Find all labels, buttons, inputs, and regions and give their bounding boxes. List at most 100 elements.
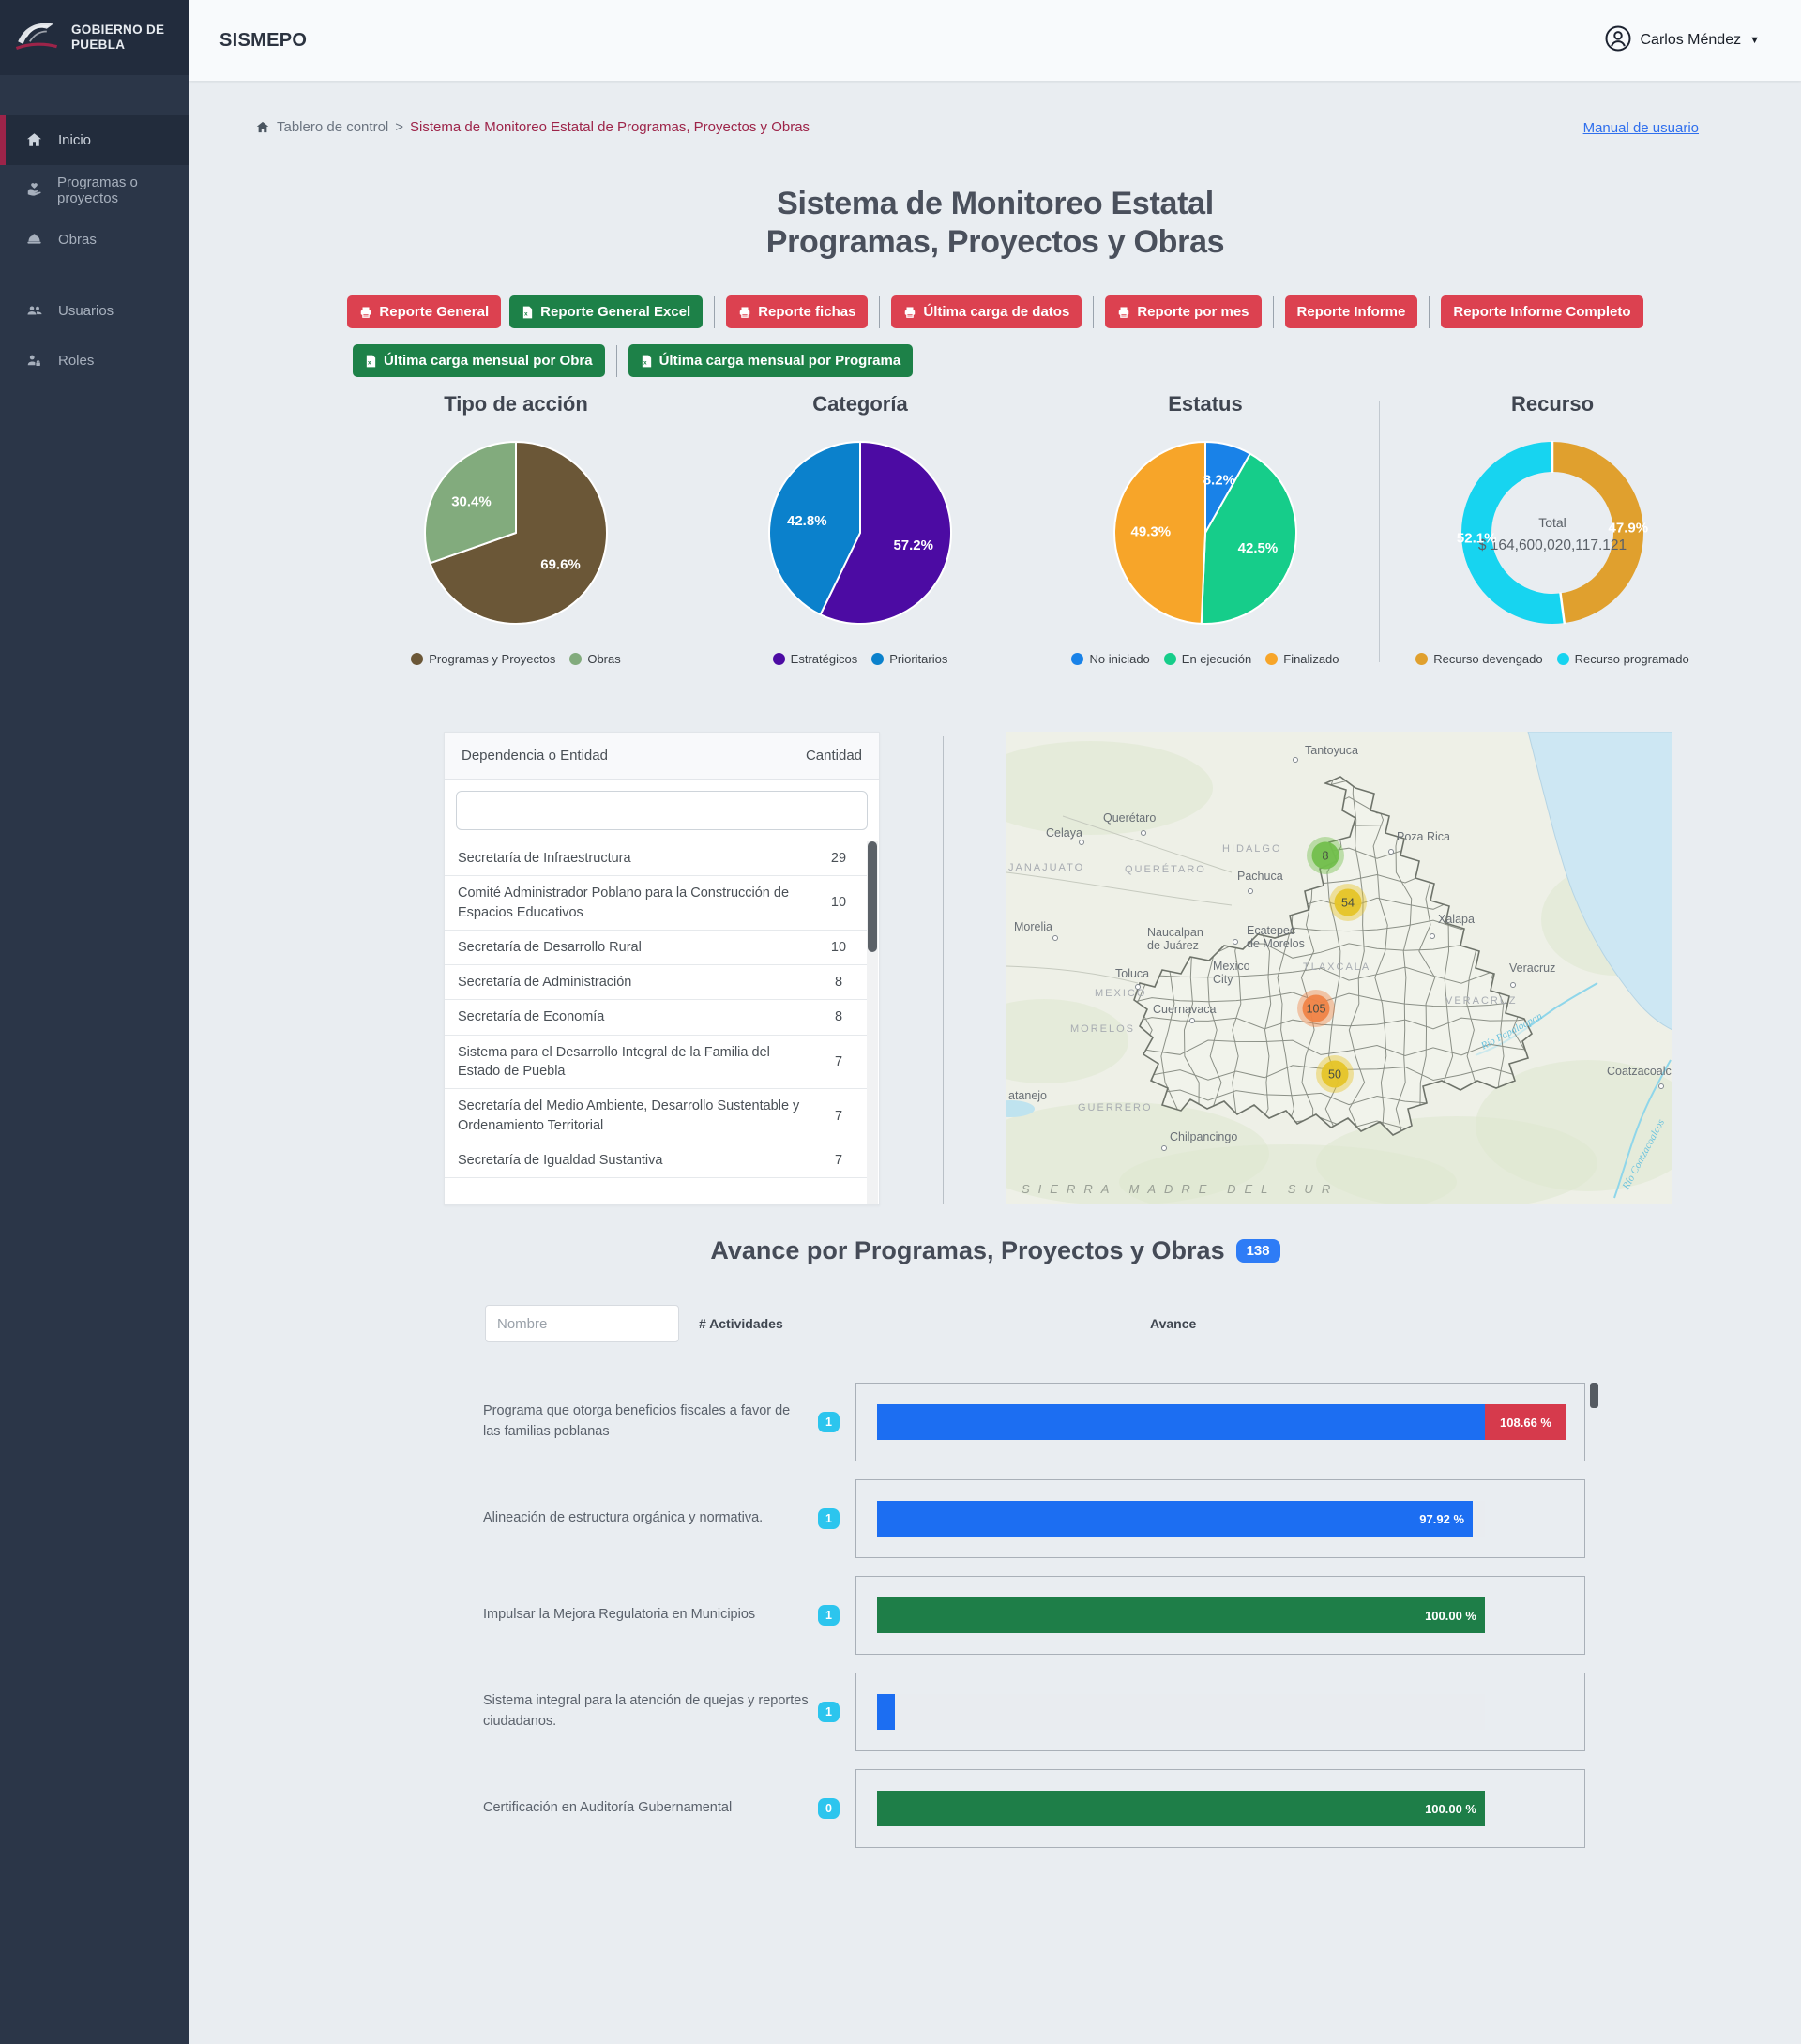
map-city-label: atanejo [1008, 1089, 1047, 1102]
chart-estatus: Estatus8.2%42.5%49.3%No iniciadoEn ejecu… [1046, 392, 1365, 666]
avance-row: Alineación de estructura orgánica y norm… [0, 1479, 1801, 1558]
legend-dot-icon [411, 653, 423, 665]
chart-divider [1379, 401, 1380, 662]
map-state-label: QUERÉTARO [1125, 863, 1206, 875]
sidebar-item-usuarios[interactable]: Usuarios [0, 286, 189, 336]
pie-percent-label: 42.8% [787, 513, 827, 529]
legend-item: Prioritarios [871, 652, 947, 666]
dependency-qty: 7 [814, 1052, 863, 1071]
pie-percent-label: 57.2% [893, 537, 933, 553]
user-lock-icon [25, 352, 44, 371]
map-state-label: VERACRUZ [1445, 995, 1518, 1007]
table-row: Secretaría de Igualdad Sustantiva7 [445, 1143, 869, 1178]
map-cluster-marker[interactable]: 54 [1329, 884, 1367, 921]
logo-area[interactable]: GOBIERNO DEPUEBLA [0, 0, 189, 75]
map-cluster-marker[interactable]: 105 [1297, 990, 1335, 1027]
legend-item: Programas y Proyectos [411, 652, 555, 666]
svg-text:$ 164,600,020,117.121: $ 164,600,020,117.121 [1478, 537, 1627, 553]
avance-scrollbar-thumb[interactable] [1590, 1383, 1598, 1408]
home-icon[interactable] [255, 120, 270, 134]
map-range-label: SIERRA MADRE DEL SUR [1022, 1182, 1339, 1196]
printer-icon [359, 306, 372, 319]
legend-dot-icon [1071, 653, 1083, 665]
chart-categoria: Categoría57.2%42.8%EstratégicosPrioritar… [701, 392, 1020, 666]
sidebar: GOBIERNO DEPUEBLA InicioProgramas o proy… [0, 0, 189, 2044]
button-label: Reporte General Excel [540, 304, 690, 320]
legend-item: Finalizado [1265, 652, 1339, 666]
user-menu[interactable]: Carlos Méndez ▼ [1604, 24, 1761, 57]
chart-legend: Recurso devengadoRecurso programado [1393, 652, 1712, 666]
map-state-label: MORELOS [1070, 1023, 1135, 1035]
legend-item: Recurso programado [1557, 652, 1689, 666]
map-state-label: GUERRERO [1078, 1102, 1153, 1113]
última-carga-de-datos-button[interactable]: Última carga de datos [891, 295, 1082, 328]
sidebar-item-label: Usuarios [58, 303, 114, 319]
avance-row-name: Programa que otorga beneficios fiscales … [483, 1383, 810, 1461]
pie-chart: 69.6%30.4% [416, 433, 615, 632]
map-city-label: Chilpancingo [1170, 1130, 1237, 1143]
dependency-qty: 7 [814, 1107, 863, 1126]
mexico-map[interactable]: JANAJUATOQUERÉTAROHIDALGOTLAXCALAMEXICOM… [1006, 732, 1672, 1204]
activities-badge: 1 [818, 1702, 840, 1722]
chart-title: Recurso [1393, 392, 1712, 420]
sidebar-item-obras[interactable]: Obras [0, 215, 189, 265]
última-carga-mensual-por-programa-button[interactable]: xÚltima carga mensual por Programa [628, 344, 914, 377]
report-buttons-row2: x Última carga mensual por Obra xÚltima ca… [189, 344, 1801, 377]
avance-row-name: Certificación en Auditoría Gubernamental [483, 1769, 810, 1848]
sidebar-item-inicio[interactable]: Inicio [0, 115, 189, 165]
última-carga-mensual-por-obra-button[interactable]: x Última carga mensual por Obra [353, 344, 605, 377]
name-filter-input[interactable] [485, 1305, 679, 1342]
sismepo-dashboard: GOBIERNO DEPUEBLA InicioProgramas o proy… [0, 0, 1801, 2044]
pie-percent-label: 8.2% [1203, 473, 1235, 489]
dependency-scrollbar[interactable] [867, 841, 878, 1204]
map-cluster-marker[interactable]: 50 [1316, 1055, 1354, 1093]
legend-item: Obras [569, 652, 620, 666]
avance-count-badge: 138 [1236, 1239, 1280, 1263]
dependency-search-input[interactable] [456, 791, 868, 830]
reporte-general-button[interactable]: Reporte General [347, 295, 501, 328]
reporte-informe-button[interactable]: Reporte Informe [1285, 295, 1418, 328]
dependency-qty: 29 [814, 849, 863, 868]
chart-recurso: RecursoTotal$ 164,600,020,117.12147.9%52… [1393, 392, 1712, 666]
dependency-scrollbar-thumb[interactable] [868, 841, 877, 952]
report-buttons-row1: Reporte General x Reporte General Excel Rep… [189, 295, 1801, 328]
map-city-label: Querétaro [1103, 811, 1156, 825]
svg-text:50: 50 [1328, 1068, 1341, 1082]
map-cluster-marker[interactable]: 8 [1307, 837, 1344, 874]
page-title: Sistema de Monitoreo Estatal Programas, … [189, 185, 1801, 262]
map-city-label: Naucalpande Juárez [1147, 926, 1203, 952]
dependency-qty: 10 [814, 938, 863, 957]
reporte-por-mes-button[interactable]: Reporte por mes [1105, 295, 1261, 328]
progress-box: 100.00 % [855, 1769, 1585, 1848]
avance-row: Certificación en Auditoría Gubernamental… [0, 1769, 1801, 1848]
col-cantidad: Cantidad [806, 748, 862, 764]
svg-text:x: x [643, 359, 647, 366]
dependency-name: Secretaría de Administración [458, 973, 631, 992]
chart-title: Estatus [1046, 392, 1365, 420]
excel-icon: x [522, 306, 534, 319]
chart-tipo-de-accion: Tipo de acción69.6%30.4%Programas y Proy… [356, 392, 675, 666]
excel-icon: x [365, 355, 377, 368]
button-label: Reporte fichas [758, 304, 855, 320]
avance-row-name: Alineación de estructura orgánica y norm… [483, 1479, 810, 1558]
legend-dot-icon [1415, 653, 1428, 665]
reporte-informe-completo-button[interactable]: Reporte Informe Completo [1441, 295, 1642, 328]
avance-row: Programa que otorga beneficios fiscales … [0, 1383, 1801, 1461]
reporte-general-excel-button[interactable]: x Reporte General Excel [509, 295, 703, 328]
hand-heart-icon [25, 181, 43, 200]
dependency-name: Sistema para el Desarrollo Integral de l… [458, 1043, 807, 1082]
breadcrumb-separator: > [395, 119, 403, 135]
pie-percent-label: 69.6% [540, 557, 581, 573]
map-state-label: HIDALGO [1222, 843, 1282, 855]
breadcrumb-home[interactable]: Tablero de control [277, 119, 388, 135]
legend-dot-icon [1265, 653, 1278, 665]
manual-link[interactable]: Manual de usuario [1583, 120, 1699, 136]
sidebar-item-programas-o-proyectos[interactable]: Programas o proyectos [0, 165, 189, 215]
progress-box: 108.66 % [855, 1383, 1585, 1461]
top-header: SISMEPO Carlos Méndez ▼ [189, 0, 1801, 81]
users-icon [25, 302, 44, 321]
reporte-fichas-button[interactable]: Reporte fichas [726, 295, 868, 328]
sidebar-item-roles[interactable]: Roles [0, 336, 189, 386]
avance-heading: Avance por Programas, Proyectos y Obras … [189, 1236, 1801, 1265]
button-label: Última carga mensual por Obra [384, 353, 593, 369]
